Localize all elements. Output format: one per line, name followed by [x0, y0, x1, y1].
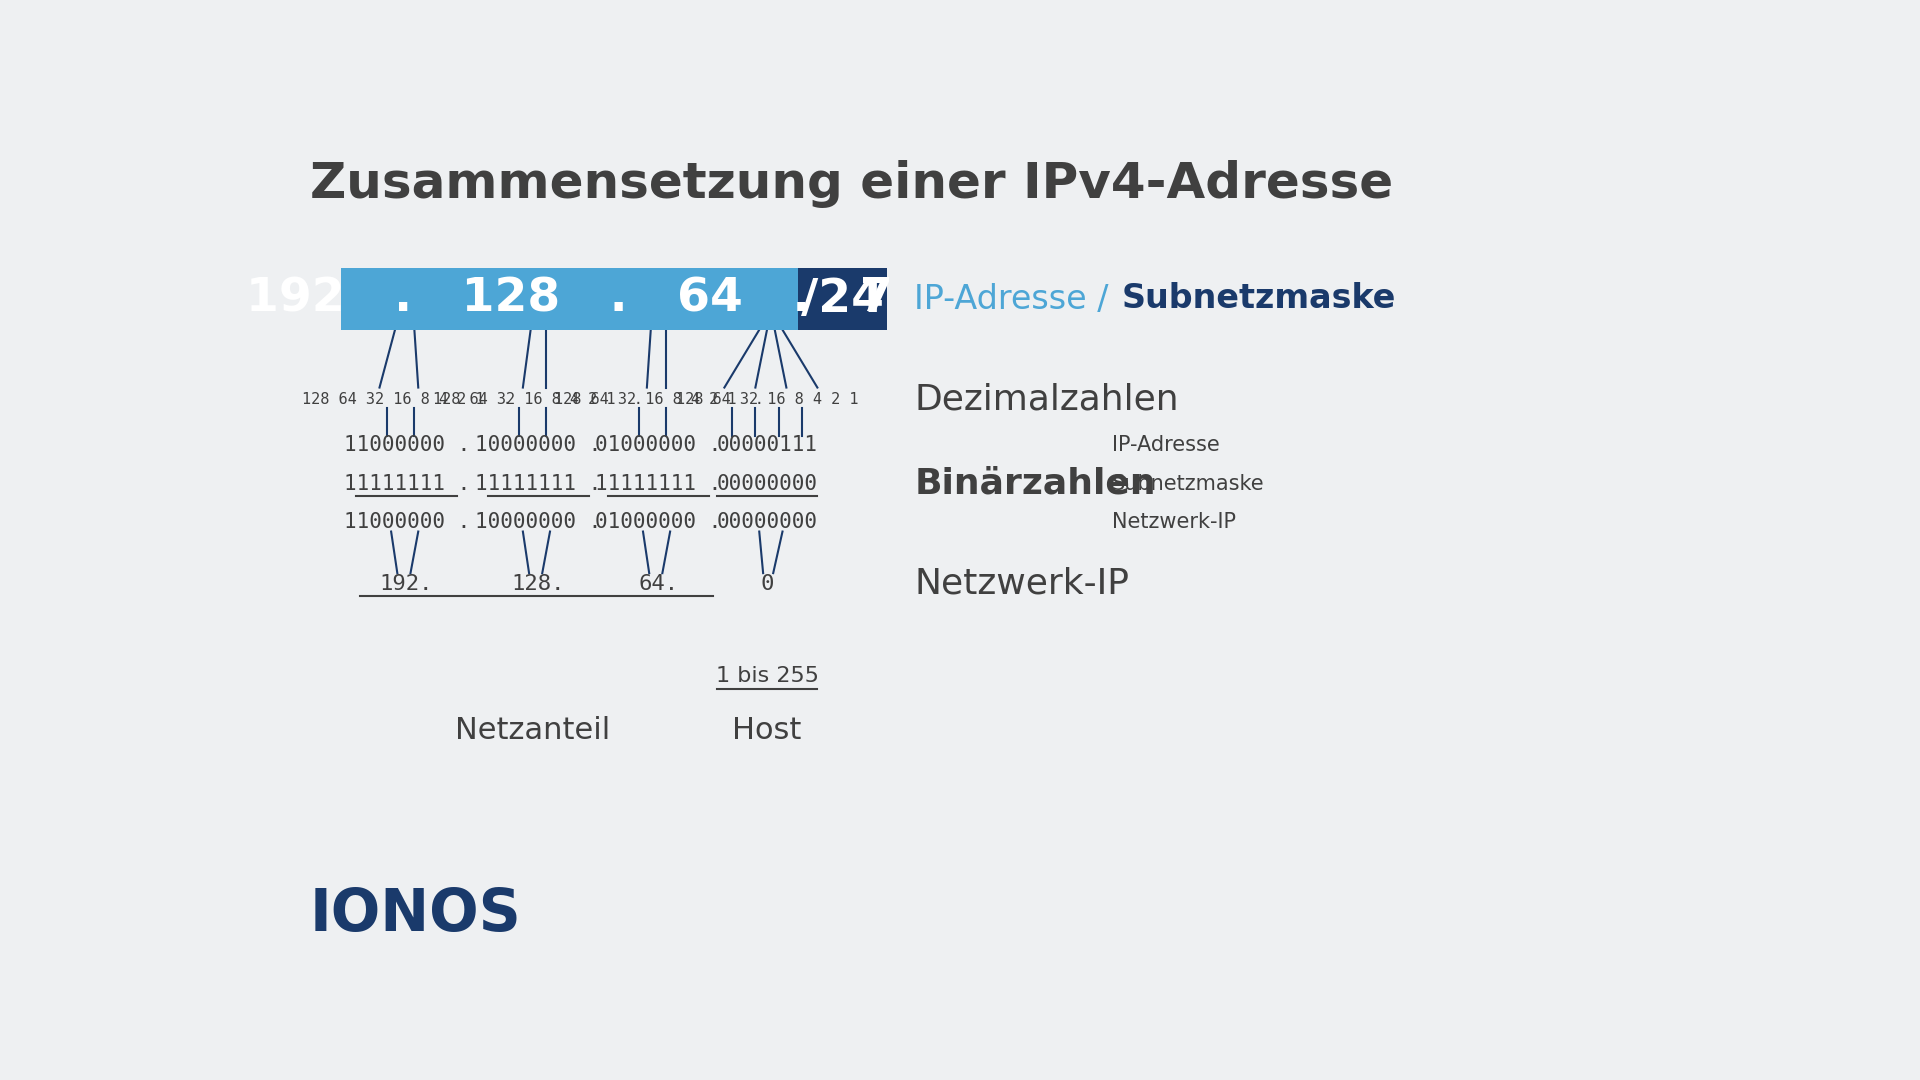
- Text: 64.: 64.: [639, 573, 678, 594]
- Text: 128 64 32 16 8 4 2 1  .: 128 64 32 16 8 4 2 1 .: [434, 392, 643, 406]
- Text: 128 64 32 16 8 4 2 1  .: 128 64 32 16 8 4 2 1 .: [301, 392, 511, 406]
- Text: 10000000 .: 10000000 .: [476, 512, 601, 532]
- Text: 0: 0: [760, 573, 774, 594]
- Text: Dezimalzahlen: Dezimalzahlen: [914, 382, 1179, 416]
- Text: 11111111 .: 11111111 .: [595, 474, 722, 494]
- Text: IP-Adresse: IP-Adresse: [1112, 435, 1219, 456]
- Text: 11000000 .: 11000000 .: [344, 435, 470, 456]
- Text: 10000000 .: 10000000 .: [476, 435, 601, 456]
- Text: IP-Adresse /: IP-Adresse /: [914, 283, 1119, 315]
- Text: Host: Host: [732, 716, 803, 745]
- Text: Netzwerk-IP: Netzwerk-IP: [914, 567, 1129, 600]
- Text: 00000111: 00000111: [716, 435, 818, 456]
- Bar: [340, 268, 799, 329]
- Text: Netzwerk-IP: Netzwerk-IP: [1112, 512, 1236, 532]
- Bar: [799, 268, 887, 329]
- Text: 01000000 .: 01000000 .: [595, 435, 722, 456]
- Text: 11111111 .: 11111111 .: [344, 474, 470, 494]
- Text: 192   .   128   .   64   .   7: 192 . 128 . 64 . 7: [246, 276, 893, 322]
- Text: 192.: 192.: [380, 573, 434, 594]
- Text: Subnetzmaske: Subnetzmaske: [1121, 283, 1396, 315]
- Text: Netzanteil: Netzanteil: [455, 716, 611, 745]
- Text: 1 bis 255: 1 bis 255: [716, 666, 818, 686]
- Text: 01000000 .: 01000000 .: [595, 512, 722, 532]
- Text: /24: /24: [801, 276, 883, 322]
- Text: Subnetzmaske: Subnetzmaske: [1112, 474, 1265, 494]
- Text: 11000000 .: 11000000 .: [344, 512, 470, 532]
- Text: IONOS: IONOS: [309, 887, 522, 944]
- Text: 00000000: 00000000: [716, 474, 818, 494]
- Text: 11111111 .: 11111111 .: [476, 474, 601, 494]
- Text: Binärzahlen: Binärzahlen: [914, 467, 1156, 501]
- Text: 128.: 128.: [511, 573, 564, 594]
- Text: 128 64 32 16 8 4 2 1  .: 128 64 32 16 8 4 2 1 .: [553, 392, 764, 406]
- Text: 00000000: 00000000: [716, 512, 818, 532]
- Text: Zusammensetzung einer IPv4-Adresse: Zusammensetzung einer IPv4-Adresse: [309, 160, 1392, 207]
- Text: 128 64 32 16 8 4 2 1: 128 64 32 16 8 4 2 1: [676, 392, 858, 406]
